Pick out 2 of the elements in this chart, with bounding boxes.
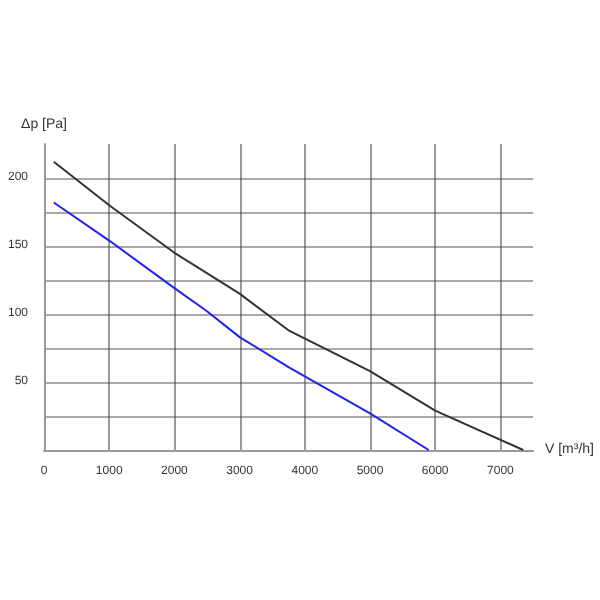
line-series [52,201,430,451]
line-series [52,160,525,451]
